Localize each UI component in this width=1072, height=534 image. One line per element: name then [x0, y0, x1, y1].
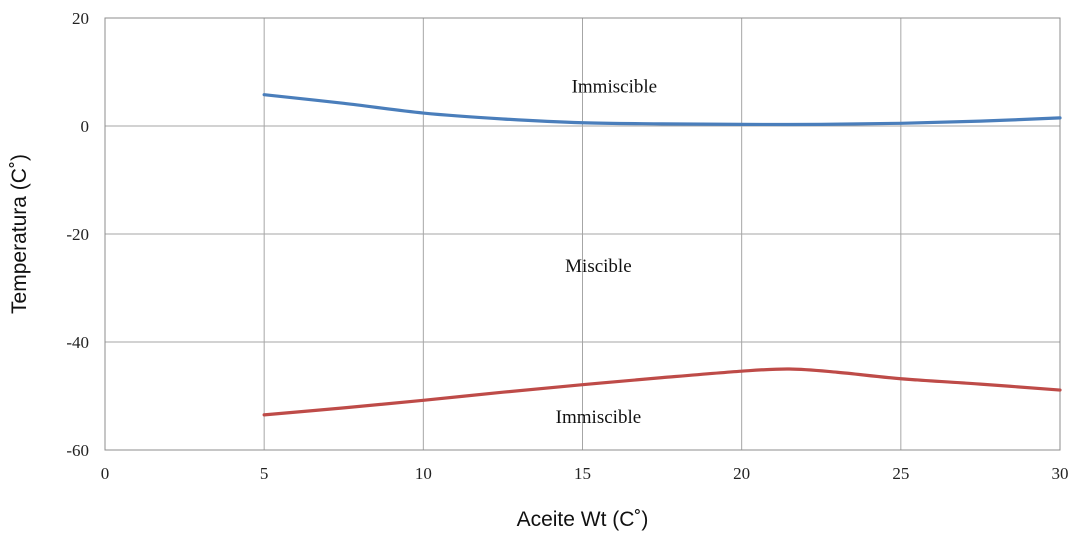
x-tick-label: 5	[260, 464, 269, 483]
plot-frame	[104, 17, 1061, 451]
x-tick-label: 30	[1052, 464, 1069, 483]
y-tick-label: 0	[81, 117, 90, 136]
x-axis-title: Aceite Wt (C˚)	[517, 508, 649, 531]
region-label: Miscible	[565, 256, 632, 277]
annotations: Immiscible Miscible Immiscible	[556, 77, 657, 428]
x-tick-label: 10	[415, 464, 432, 483]
region-label: Immiscible	[556, 407, 641, 428]
y-tick-label: -20	[66, 225, 89, 244]
x-tick-label: 0	[101, 464, 110, 483]
y-tick-label: 20	[72, 9, 89, 28]
y-axis-title: Temperatura (C˚)	[8, 154, 31, 314]
x-tick-label: 20	[733, 464, 750, 483]
y-tick-label: -40	[66, 333, 89, 352]
series-layer	[262, 93, 1062, 417]
region-label: Immiscible	[572, 77, 657, 98]
series-line-1	[262, 93, 1062, 127]
tick-labels: 0 5 10 15 20 25 30 20 0 -20 -40 -60	[66, 9, 1068, 483]
y-tick-label: -60	[66, 441, 89, 460]
series-line-2	[262, 367, 1062, 417]
x-tick-label: 25	[892, 464, 909, 483]
x-tick-label: 15	[574, 464, 591, 483]
